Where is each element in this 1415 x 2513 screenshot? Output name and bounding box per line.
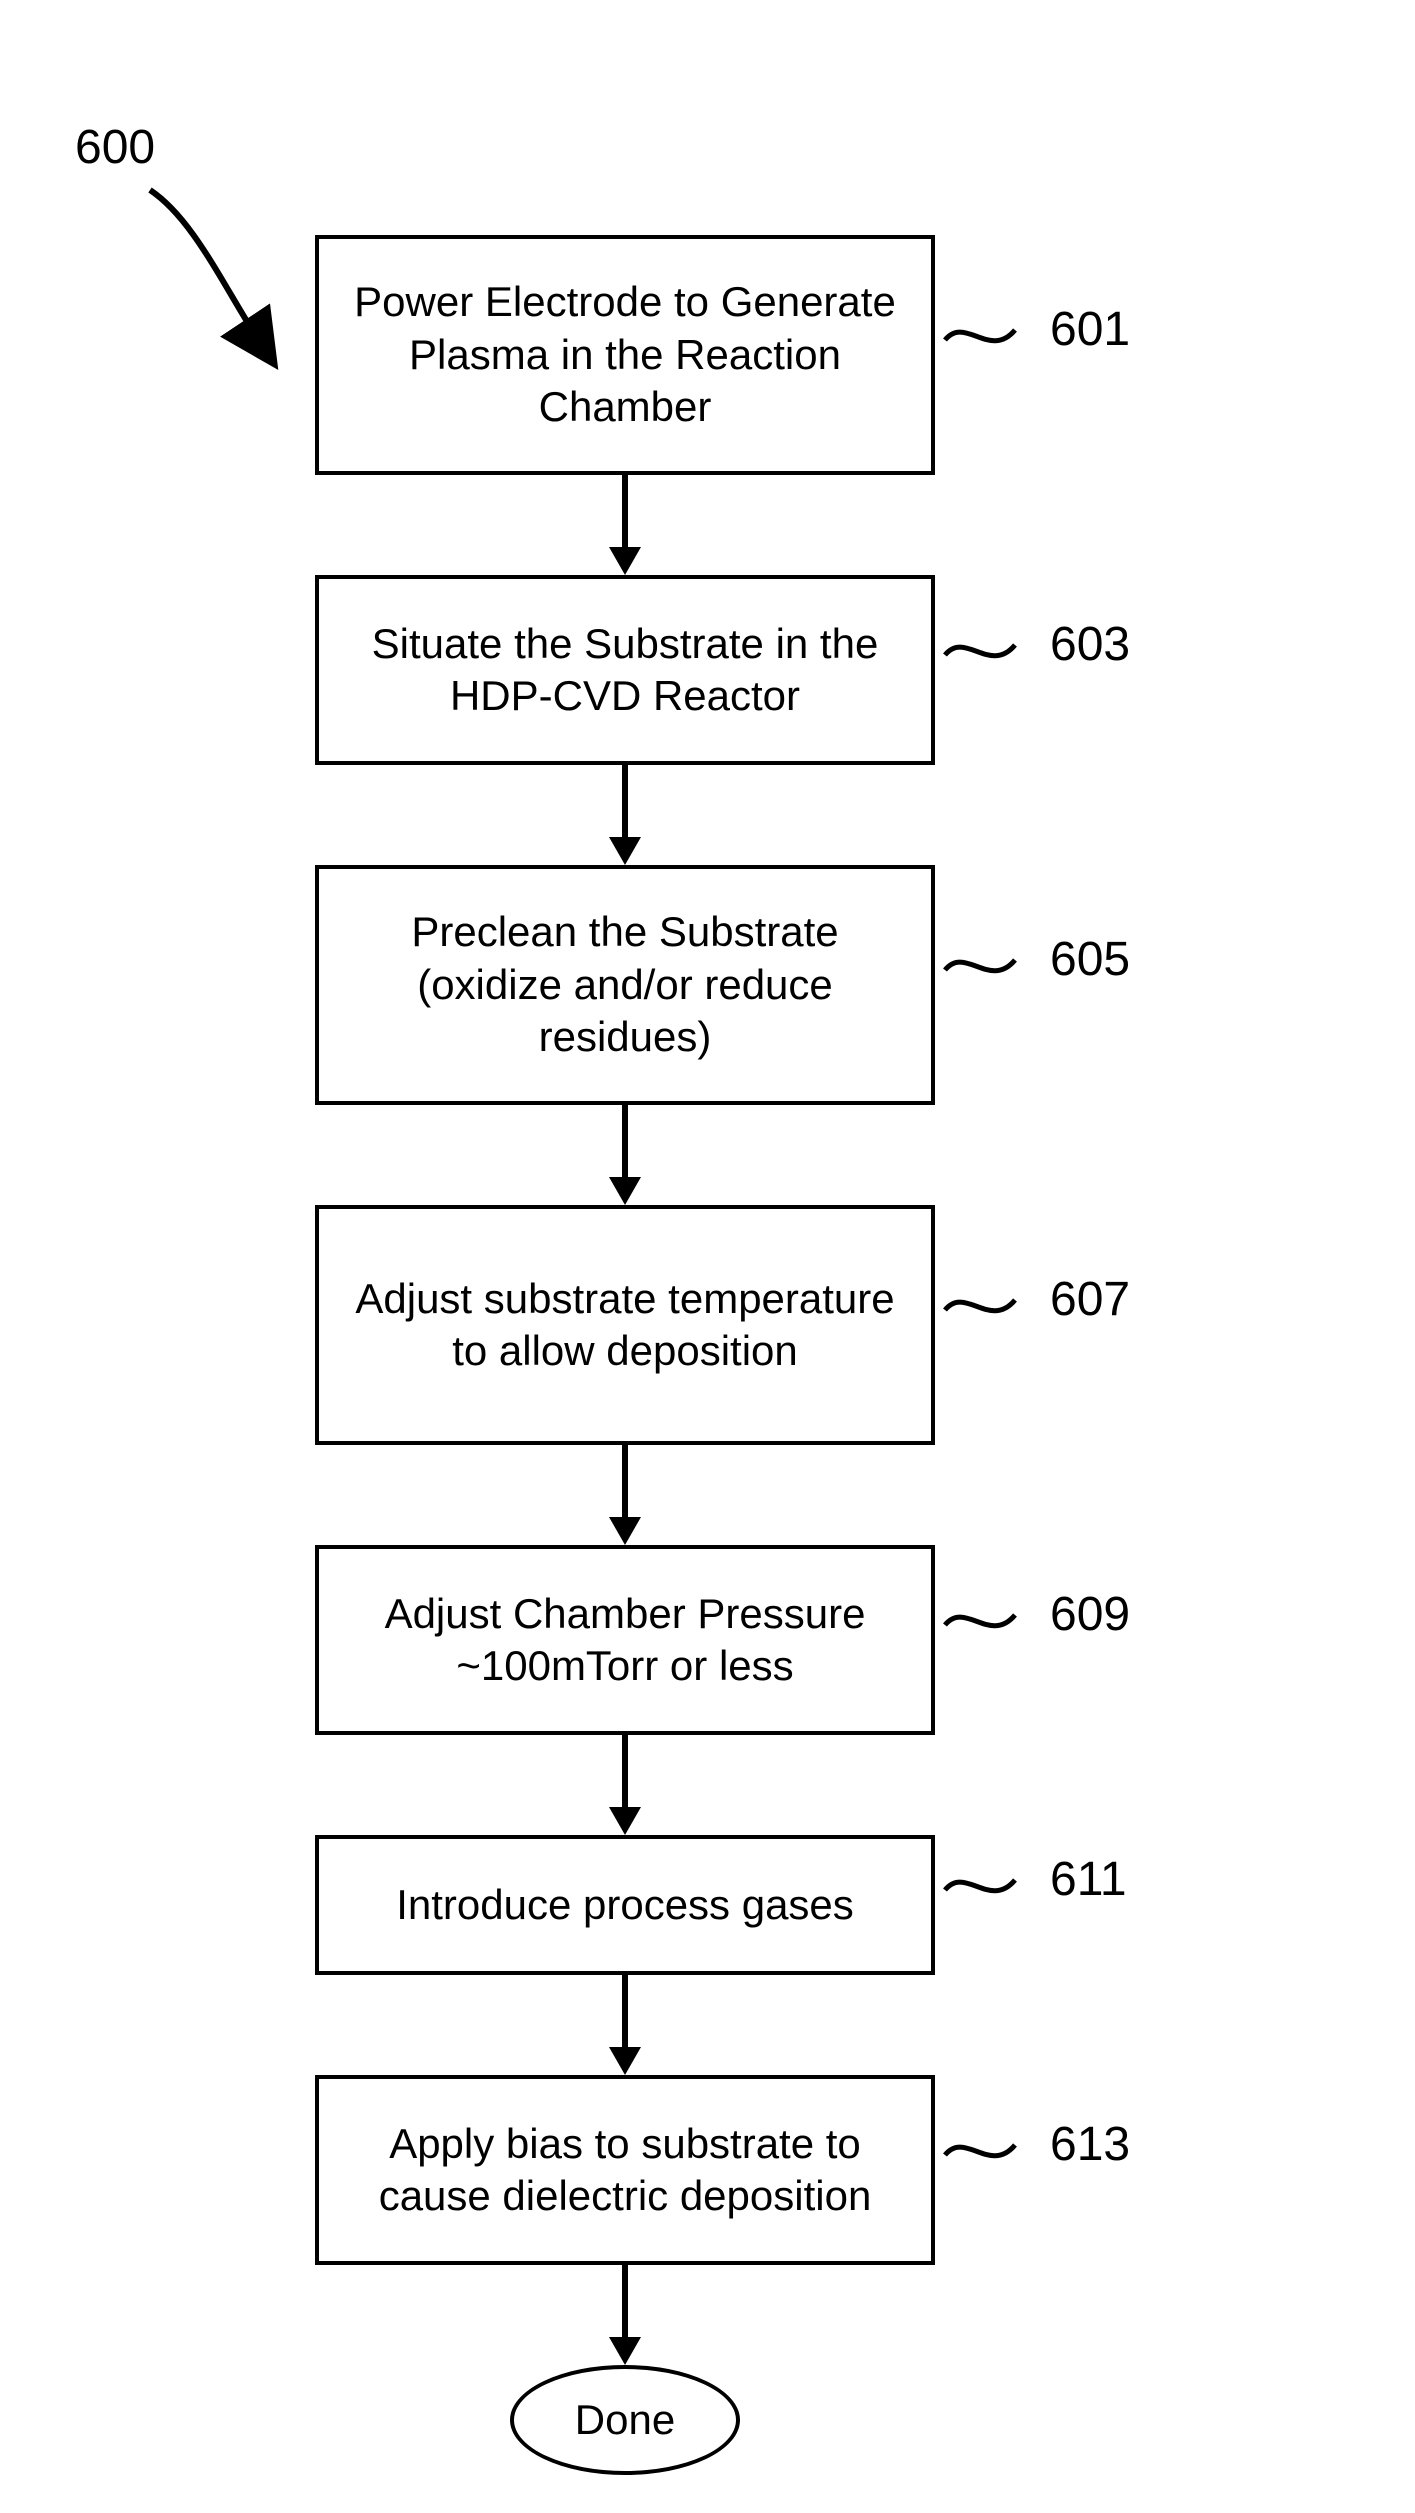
ref-leader [940,2120,1020,2170]
flow-arrow [609,2265,641,2365]
flowchart-canvas: 600 Power Electrode to Generate Plasma i… [0,0,1415,2513]
flow-arrow [609,1735,641,1835]
step-box: Adjust substrate temperature to allow de… [315,1205,935,1445]
step-box: Introduce process gases [315,1835,935,1975]
arrow-head-icon [609,547,641,575]
figure-ref-label: 600 [75,120,155,175]
ref-leader [940,620,1020,670]
arrow-head-icon [609,2337,641,2365]
flow-arrow [609,1105,641,1205]
ref-label: 611 [1050,1852,1127,1907]
step-label: Power Electrode to Generate Plasma in th… [339,276,911,434]
ref-label: 601 [1050,302,1130,357]
ref-label: 605 [1050,932,1130,987]
arrow-head-icon [609,1177,641,1205]
step-box: Apply bias to substrate to cause dielect… [315,2075,935,2265]
step-box: Preclean the Substrate (oxidize and/or r… [315,865,935,1105]
ref-leader [940,935,1020,985]
arrow-head-icon [609,1807,641,1835]
arrow-shaft [622,1445,628,1517]
flow-arrow [609,1445,641,1545]
step-label: Apply bias to substrate to cause dielect… [339,2118,911,2223]
terminal-done: Done [510,2365,740,2475]
ref-leader [940,1275,1020,1325]
ref-leader [940,1590,1020,1640]
step-label: Adjust Chamber Pressure ~100mTorr or les… [339,1588,911,1693]
step-box: Power Electrode to Generate Plasma in th… [315,235,935,475]
step-label: Introduce process gases [396,1879,854,1932]
ref-label: 603 [1050,617,1130,672]
arrow-shaft [622,2265,628,2337]
flow-arrow [609,765,641,865]
figure-ref-arrow-path [150,190,265,350]
step-label: Situate the Substrate in the HDP-CVD Rea… [339,618,911,723]
arrow-shaft [622,765,628,837]
step-box: Situate the Substrate in the HDP-CVD Rea… [315,575,935,765]
terminal-label: Done [575,2396,675,2444]
ref-label: 607 [1050,1272,1130,1327]
step-label: Adjust substrate temperature to allow de… [339,1273,911,1378]
arrow-head-icon [609,1517,641,1545]
step-label: Preclean the Substrate (oxidize and/or r… [339,906,911,1064]
flow-arrow [609,475,641,575]
flow-arrow [609,1975,641,2075]
ref-label: 613 [1050,2117,1130,2172]
arrow-shaft [622,1735,628,1807]
ref-label: 609 [1050,1587,1130,1642]
ref-leader [940,1855,1020,1905]
arrow-head-icon [609,837,641,865]
arrow-shaft [622,1975,628,2047]
step-box: Adjust Chamber Pressure ~100mTorr or les… [315,1545,935,1735]
ref-leader [940,305,1020,355]
arrow-shaft [622,1105,628,1177]
arrow-shaft [622,475,628,547]
figure-ref-arrow [135,180,295,380]
arrow-head-icon [609,2047,641,2075]
